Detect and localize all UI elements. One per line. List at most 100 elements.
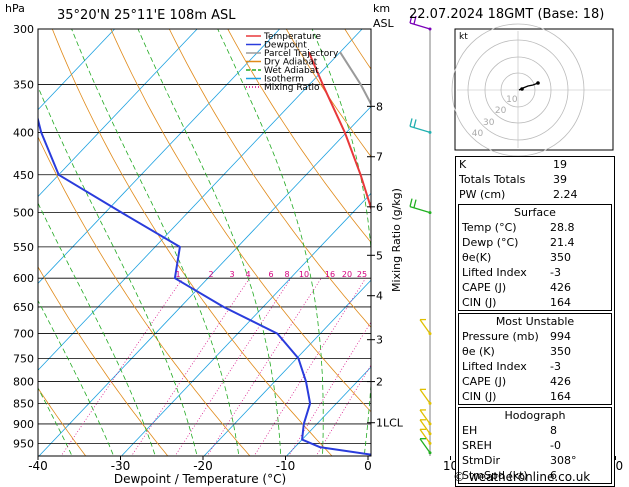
index-label: θe(K): [462, 250, 491, 265]
dry-adiabat-line: [0, 29, 8, 462]
mixing-ratio-label: 8: [284, 270, 289, 279]
isotherm-line: [617, 29, 629, 456]
index-value: 426: [550, 374, 608, 389]
hodograph-title: Hodograph: [459, 408, 611, 423]
wind-barb: [410, 23, 430, 29]
index-row: CAPE (J) 426: [459, 374, 611, 389]
legend-entry: Mixing Ratio: [264, 83, 320, 93]
hpa-label: hPa: [5, 2, 25, 15]
pressure-tick-label: 350: [13, 78, 34, 91]
hodograph-unit-label: kt: [459, 32, 468, 42]
mixing-ratio-line: [57, 278, 183, 462]
km-tick-label: 4: [376, 290, 383, 303]
km-tick-label: 1LCL: [376, 417, 404, 430]
dry-adiabat-line: [169, 29, 502, 462]
km-label: km: [373, 2, 390, 15]
hodograph-ring-label: 10: [506, 95, 518, 105]
mixing-ratio-line: [251, 278, 366, 462]
index-row: Lifted Index -3: [459, 265, 611, 280]
km-tick-label: 3: [376, 334, 383, 347]
index-value: 426: [550, 280, 608, 295]
pressure-tick-label: 800: [13, 376, 34, 389]
wind-barb-base: [429, 211, 432, 214]
pressure-tick-label: 650: [13, 301, 34, 314]
index-label: CAPE (J): [462, 374, 506, 389]
mixing-ratio-label: 20: [342, 270, 352, 279]
index-value: 2.24: [553, 187, 611, 202]
index-value: 350: [550, 344, 608, 359]
pressure-tick-label: 700: [13, 328, 34, 341]
index-label: CIN (J): [462, 389, 496, 404]
surface-title: Surface: [459, 205, 611, 220]
mixing-ratio-label: 10: [299, 270, 309, 279]
index-row: Lifted Index -3: [459, 359, 611, 374]
pressure-tick-label: 450: [13, 169, 34, 182]
index-row: θe(K)350: [459, 250, 611, 265]
index-label: Lifted Index: [462, 359, 527, 374]
mixing-ratio-label: 4: [245, 270, 250, 279]
km-tick-label: 7: [376, 151, 383, 164]
wind-barb-base: [429, 402, 432, 405]
index-value: 308°: [550, 453, 608, 468]
index-value: -3: [550, 359, 608, 374]
index-label: Lifted Index: [462, 265, 527, 280]
index-label: StmDir: [462, 453, 500, 468]
index-row: CIN (J)164: [459, 295, 611, 310]
index-label: EH: [462, 423, 477, 438]
wind-barb-flag: [410, 199, 412, 207]
mixing-ratio-label: 3: [229, 270, 234, 279]
wind-barb-base: [429, 422, 432, 425]
hodograph-ring-label: 30: [483, 118, 495, 128]
index-row: CAPE (J) 426: [459, 280, 611, 295]
wind-barb: [410, 207, 430, 213]
x-tick-label: -20: [193, 459, 213, 473]
index-value: 28.8: [550, 220, 608, 235]
pressure-tick-label: 750: [13, 352, 34, 365]
x-tick-label: -30: [111, 459, 131, 473]
index-label: CIN (J): [462, 295, 496, 310]
index-label: CAPE (J): [462, 280, 506, 295]
wind-barb: [420, 389, 430, 403]
index-value: -0: [550, 438, 608, 453]
x-tick-label: -10: [276, 459, 296, 473]
pressure-tick-label: 900: [13, 418, 34, 431]
wet-adiabat-line: [405, 29, 436, 462]
index-row: Temp (°C)28.8: [459, 220, 611, 235]
km-tick-label: 8: [376, 100, 383, 113]
index-row: Pressure (mb)994: [459, 329, 611, 344]
index-row: θe (K)350: [459, 344, 611, 359]
wind-barb-base: [429, 442, 432, 445]
hodograph-ring-label: 20: [495, 106, 507, 116]
wind-barb-base: [429, 451, 432, 454]
pressure-tick-label: 500: [13, 207, 34, 220]
isotherm-line: [39, 29, 445, 456]
hodograph-ring-label: 40: [472, 129, 484, 139]
pressure-tick-label: 550: [13, 241, 34, 254]
wind-barb: [420, 320, 430, 334]
index-value: 164: [550, 389, 608, 404]
wind-barb-base: [429, 28, 432, 31]
index-row: PW (cm)2.24: [456, 187, 614, 202]
index-value: -3: [550, 265, 608, 280]
pressure-tick-label: 400: [13, 126, 34, 139]
mixing-ratio-label: 6: [268, 270, 273, 279]
km-tick-label: 2: [376, 376, 383, 389]
plot-frame: [38, 29, 371, 456]
wind-barbs: [410, 15, 432, 456]
km-tick-label: 6: [376, 201, 383, 214]
wind-barb-flag: [410, 118, 412, 126]
wet-adiabat-line: [72, 29, 240, 462]
y-axis-label-right: Mixing Ratio (g/kg): [390, 188, 403, 292]
index-row: SREH-0: [459, 438, 611, 453]
wind-barb-base: [429, 432, 432, 435]
mixing-ratio-label: 1: [175, 270, 180, 279]
wet-adiabat-line: [0, 29, 75, 462]
index-label: Totals Totals: [459, 172, 525, 187]
